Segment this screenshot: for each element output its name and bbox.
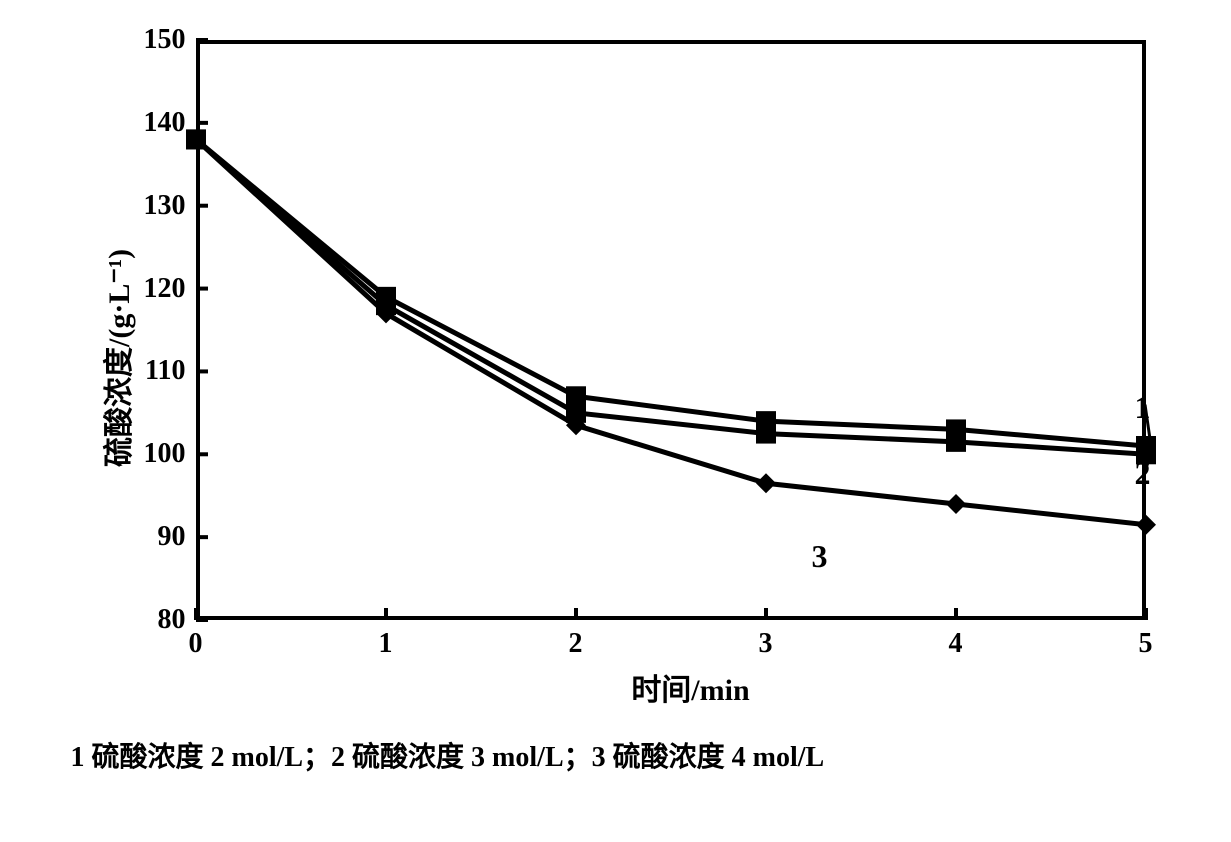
- series-label-3: 3: [812, 538, 828, 575]
- x-axis-label: 时间/min: [591, 665, 791, 709]
- y-tick-label: 150: [116, 24, 186, 56]
- y-tick-label: 90: [116, 521, 186, 553]
- x-tick-label: 1: [356, 628, 416, 660]
- series-label-1: 1: [1135, 389, 1151, 426]
- y-axis-label: 硫酸浓度/(g·L⁻¹): [94, 207, 138, 467]
- y-tick-label: 130: [116, 190, 186, 222]
- chart-caption: 1 硫酸浓度 2 mol/L；2 硫酸浓度 3 mol/L；3 硫酸浓度 4 m…: [61, 735, 1171, 775]
- y-tick-label: 110: [116, 355, 186, 387]
- x-tick-label: 4: [926, 628, 986, 660]
- series-label-2: 2: [1135, 455, 1151, 492]
- chart-svg: [66, 20, 1166, 720]
- x-tick-label: 2: [546, 628, 606, 660]
- y-tick-label: 100: [116, 438, 186, 470]
- y-tick-label: 120: [116, 273, 186, 305]
- x-tick-label: 3: [736, 628, 796, 660]
- x-tick-label: 5: [1116, 628, 1176, 660]
- y-tick-label: 140: [116, 107, 186, 139]
- y-tick-label: 80: [116, 604, 186, 636]
- chart-container: 硫酸浓度/(g·L⁻¹) 时间/min 01234580901001101201…: [66, 20, 1166, 720]
